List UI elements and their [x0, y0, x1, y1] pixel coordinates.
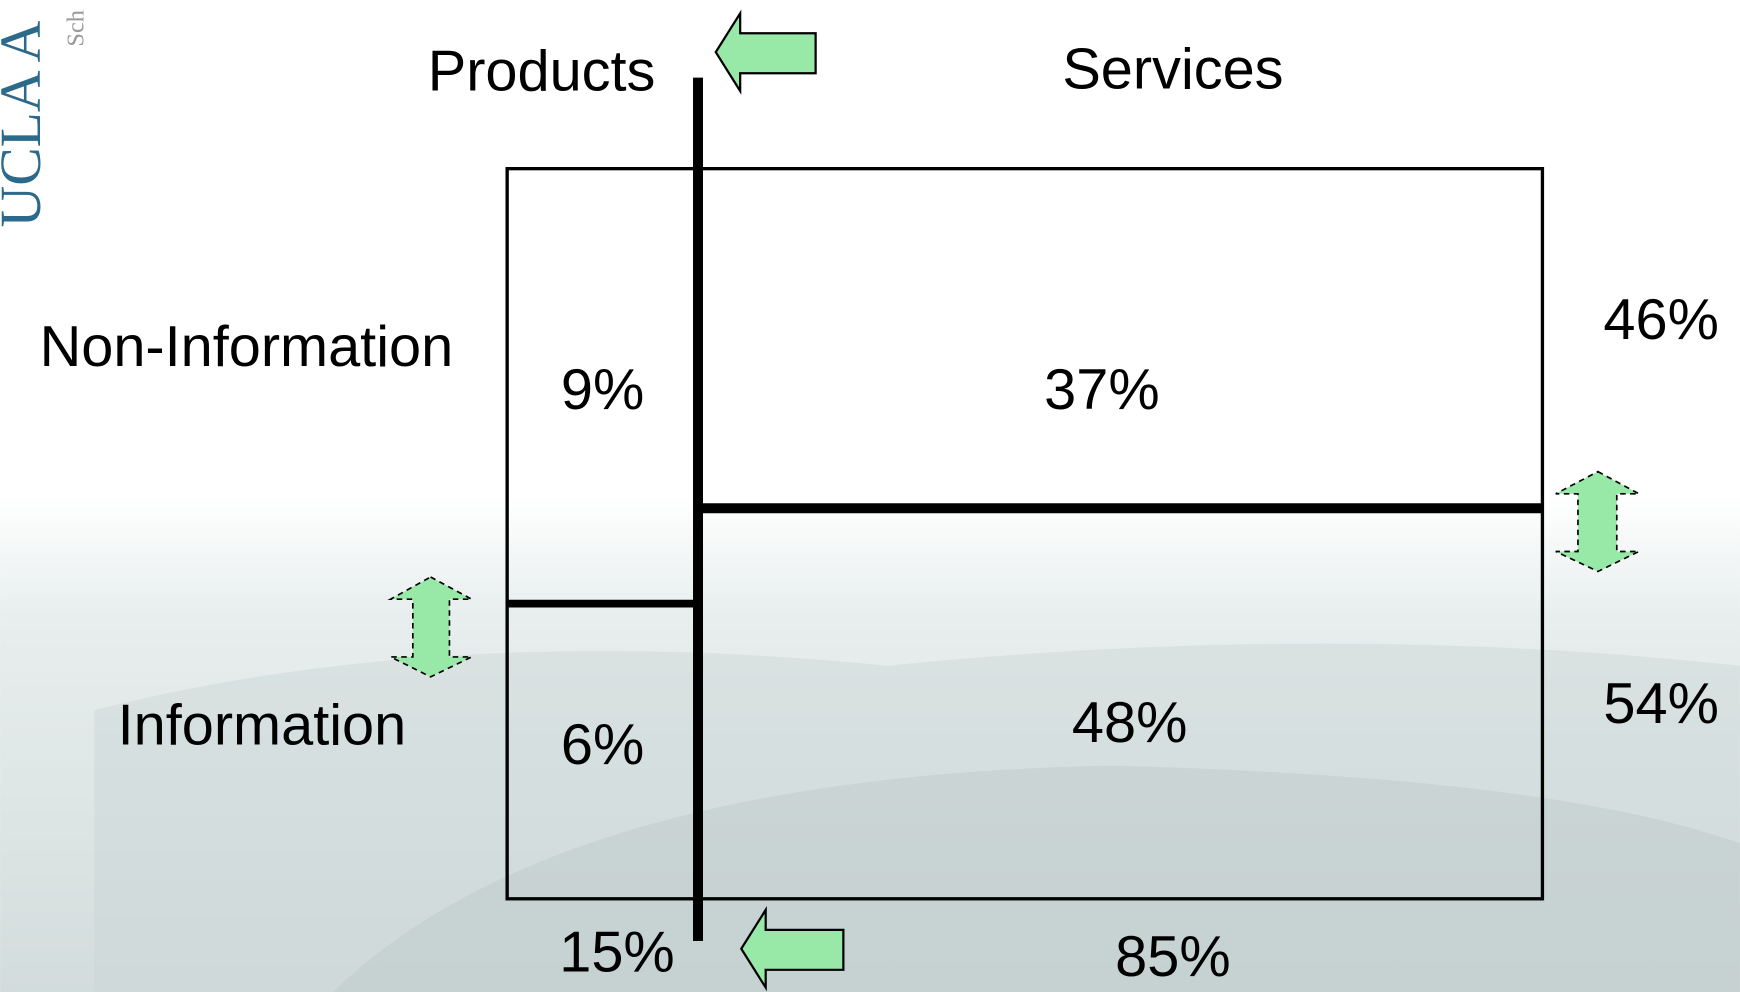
outer-box	[505, 166, 1545, 901]
row-label: Information	[118, 693, 407, 757]
cell-value: 48%	[1072, 691, 1187, 755]
column-total: 85%	[1115, 925, 1230, 989]
logo-subtitle: Sch	[62, 10, 89, 47]
double-arrow	[1555, 470, 1640, 573]
column-label: Products	[428, 40, 656, 104]
row-total: 54%	[1603, 672, 1718, 736]
cell-value: 9%	[561, 358, 644, 422]
campus-building	[332, 765, 1740, 992]
logo: UCLA A	[0, 20, 53, 227]
double-arrow	[387, 576, 473, 678]
cell-value: 37%	[1044, 358, 1159, 422]
left-arrow	[714, 9, 817, 95]
cell-value: 6%	[561, 713, 644, 777]
column-total: 15%	[559, 921, 674, 985]
row-label: Non-Information	[40, 315, 454, 379]
row-total: 46%	[1603, 288, 1718, 352]
left-arrow	[739, 906, 845, 992]
column-label: Services	[1062, 37, 1283, 101]
